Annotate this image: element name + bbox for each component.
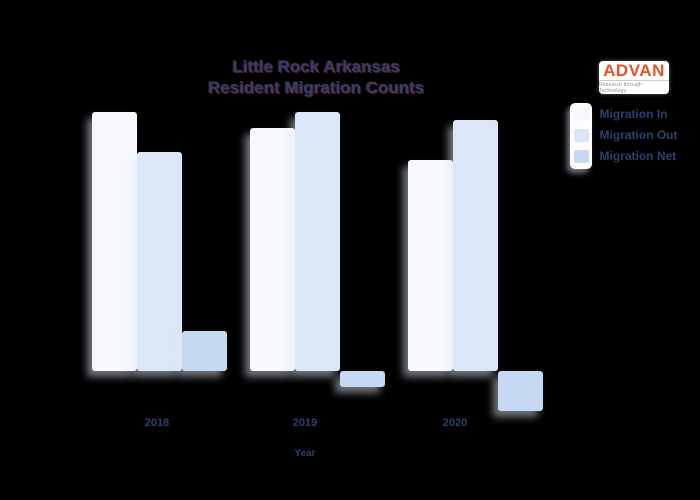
legend-swatch-migration-in-icon: [573, 107, 589, 121]
bar-migration-net-2020: [498, 371, 543, 411]
legend-label: Migration Out: [599, 128, 678, 142]
chart-title-line1: Little Rock Arkansas: [232, 57, 400, 76]
x-axis-label-2020: 2020: [442, 417, 468, 429]
advan-logo: ADVAN Research through Technology: [599, 61, 669, 94]
chart-title: Little Rock Arkansas Resident Migration …: [116, 56, 516, 98]
chart-title-line2: Resident Migration Counts: [207, 78, 425, 97]
legend-swatch-migration-net-icon: [573, 149, 589, 163]
x-axis-label-2018: 2018: [144, 417, 170, 429]
bar-migration-net-2018: [182, 331, 227, 371]
bar-migration-in-2020: [408, 160, 453, 371]
legend-item-migration-in: Migration In: [570, 106, 668, 122]
bar-migration-net-2019: [340, 371, 385, 387]
advan-logo-text: ADVAN: [603, 60, 665, 80]
legend-label: Migration In: [599, 107, 668, 121]
legend-item-migration-out: Migration Out: [570, 127, 678, 143]
legend-label: Migration Net: [599, 149, 677, 163]
x-axis-title: Year: [294, 448, 316, 459]
bar-migration-in-2019: [250, 128, 295, 371]
bar-migration-in-2018: [92, 112, 137, 371]
advan-logo-tagline: Research through Technology: [599, 79, 669, 94]
legend-swatch-migration-out-icon: [573, 128, 589, 142]
legend-item-migration-net: Migration Net: [570, 148, 676, 164]
bar-migration-out-2020: [453, 120, 498, 371]
bar-migration-out-2018: [137, 152, 182, 371]
x-axis-label-2019: 2019: [292, 417, 318, 429]
bar-migration-out-2019: [295, 112, 340, 371]
